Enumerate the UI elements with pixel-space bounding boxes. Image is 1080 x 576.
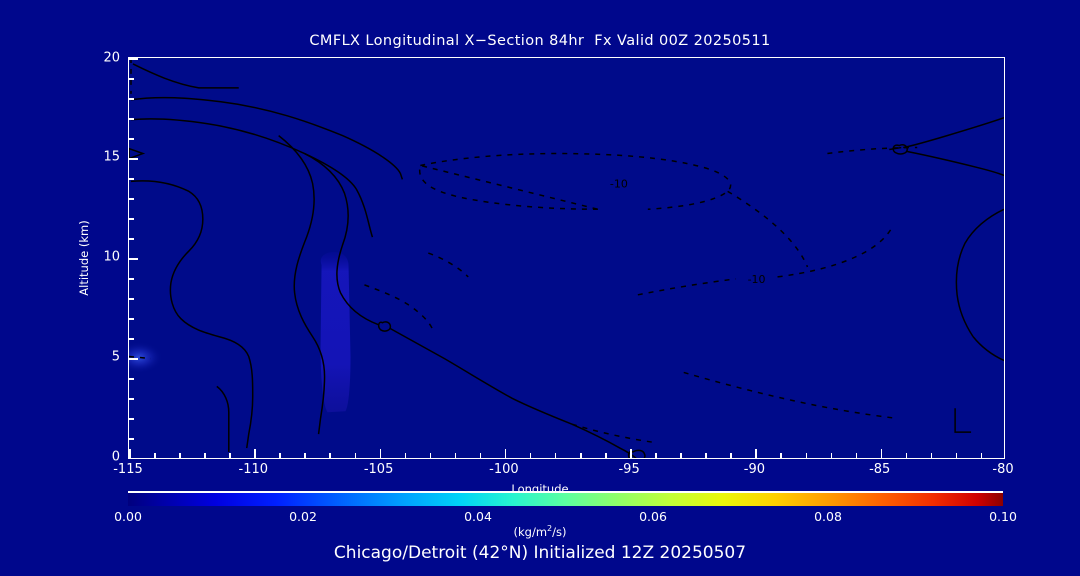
colorbar-gradient: [128, 493, 1003, 506]
colorbar-tick-label: 0.04: [464, 509, 492, 524]
plot-background: [129, 58, 1004, 458]
plot-area: -10 -10: [128, 57, 1005, 459]
contour-label-group: -10 -10: [610, 177, 766, 286]
x-tick-label: -105: [363, 462, 394, 477]
page-title: CMFLX Longitudinal X−Section 84hr Fx Val…: [309, 33, 771, 49]
colorbar-tick-label: 0.08: [814, 509, 842, 524]
colorbar-top-rule: [128, 491, 1003, 493]
figure-caption: Chicago/Detroit (42°N) Initialized 12Z 2…: [333, 543, 747, 563]
colorbar-tick-label: 0.00: [114, 509, 142, 524]
mass-flux-column: [320, 251, 351, 413]
colorbar: 0.00 0.02 0.04 0.06 0.08 0.10: [114, 491, 1017, 524]
colorbar-tick-label: 0.06: [639, 509, 667, 524]
contour-label-minus10-upper: -10: [610, 177, 628, 190]
x-tick-label: -85: [869, 462, 891, 477]
solid-contours: [129, 63, 1004, 458]
low-level-max-west: [129, 341, 163, 374]
dashed-contours: [129, 58, 918, 443]
y-tick-label: 15: [103, 149, 120, 165]
x-tick-label: -90: [743, 462, 766, 477]
colorbar-units-head: (kg/m: [513, 524, 548, 539]
colorbar-units: (kg/m2/s): [0, 524, 1080, 539]
x-tick-label: -110: [238, 462, 269, 477]
cross-section-plot: -10 -10: [129, 58, 1004, 458]
x-tick-label: -80: [992, 462, 1014, 477]
y-tick-label: 0: [111, 449, 120, 465]
colorbar-units-tail: /s): [552, 524, 567, 539]
x-tick-label: -100: [489, 462, 519, 477]
contour-label-minus10-mid: -10: [748, 273, 766, 286]
y-tick-label: 5: [111, 349, 120, 365]
colorbar-tick-label: 0.02: [289, 509, 317, 524]
y-tick-label: 20: [103, 50, 120, 66]
x-tick-label: -115: [113, 462, 143, 477]
colorbar-units-exponent: 2: [547, 524, 553, 533]
y-tick-label: 10: [103, 249, 120, 265]
x-tick-label: -95: [618, 462, 640, 477]
colorbar-tick-label: 0.10: [989, 509, 1017, 524]
y-axis-title: Altitude (km): [77, 220, 91, 296]
